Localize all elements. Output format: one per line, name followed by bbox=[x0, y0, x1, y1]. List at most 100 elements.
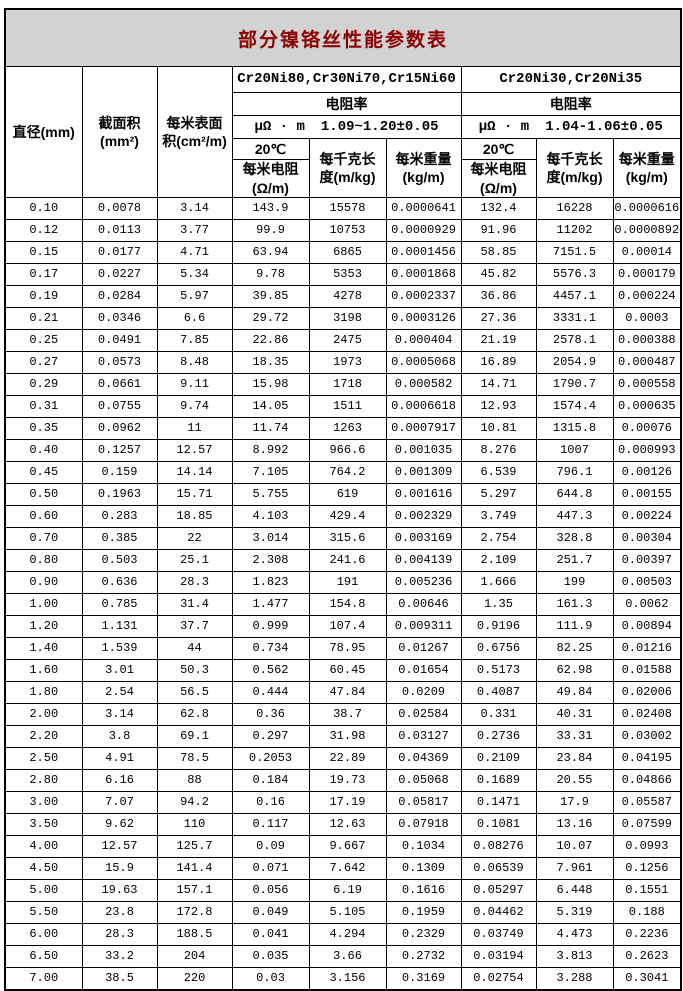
cell-g1-length: 38.7 bbox=[308, 703, 387, 726]
cell-g1-resistance: 0.36 bbox=[231, 703, 310, 726]
cell-cross-section: 0.0755 bbox=[81, 395, 158, 418]
cell-cross-section: 33.2 bbox=[81, 945, 158, 968]
cell-diameter: 1.60 bbox=[4, 659, 83, 682]
col-header-diameter: 直径(mm) bbox=[4, 66, 83, 198]
cell-g1-resistance: 4.103 bbox=[231, 505, 310, 528]
cell-g2-length: 2054.9 bbox=[535, 351, 614, 374]
cell-cross-section: 4.91 bbox=[81, 747, 158, 770]
table-row: 0.12 0.0113 3.77 99.9 10753 0.0000929 91.96 112… bbox=[4, 219, 682, 242]
cell-surface-area: 220 bbox=[156, 967, 233, 991]
cell-diameter: 0.50 bbox=[4, 483, 83, 506]
cell-g2-resistance: 91.96 bbox=[460, 219, 537, 242]
cell-g2-resistance: 0.02754 bbox=[460, 967, 537, 991]
header-row-groups: 直径(mm) 截面积 (mm²) 每米表面 积(cm²/m) Cr20Ni80,… bbox=[4, 66, 682, 198]
cell-g1-length: 6865 bbox=[308, 241, 387, 264]
cell-diameter: 7.00 bbox=[4, 967, 83, 991]
cell-diameter: 1.20 bbox=[4, 615, 83, 638]
cell-diameter: 0.70 bbox=[4, 527, 83, 550]
cell-cross-section: 1.539 bbox=[81, 637, 158, 660]
cell-g2-weight: 0.000224 bbox=[612, 285, 682, 308]
cell-g2-length: 3.288 bbox=[535, 967, 614, 991]
cell-cross-section: 12.57 bbox=[81, 835, 158, 858]
cell-g1-length: 191 bbox=[308, 571, 387, 594]
cell-g2-weight: 0.00503 bbox=[612, 571, 682, 594]
cell-g2-resistance: 0.2109 bbox=[460, 747, 537, 770]
cell-g1-resistance: 0.297 bbox=[231, 725, 310, 748]
cell-g2-resistance: 0.1081 bbox=[460, 813, 537, 836]
cell-g1-resistance: 63.94 bbox=[231, 241, 310, 264]
cell-g1-weight: 0.0003126 bbox=[385, 307, 462, 330]
cell-g2-weight: 0.02408 bbox=[612, 703, 682, 726]
cell-cross-section: 0.0661 bbox=[81, 373, 158, 396]
cell-g1-length: 4278 bbox=[308, 285, 387, 308]
cell-g2-resistance: 3.749 bbox=[460, 505, 537, 528]
cell-g2-weight: 0.00304 bbox=[612, 527, 682, 550]
cell-g1-length: 5353 bbox=[308, 263, 387, 286]
cell-g1-resistance: 3.014 bbox=[231, 527, 310, 550]
cell-g2-resistance: 6.539 bbox=[460, 461, 537, 484]
table-row: 2.50 4.91 78.5 0.2053 22.89 0.04369 0.2109 23.8… bbox=[4, 747, 682, 770]
cell-cross-section: 0.0284 bbox=[81, 285, 158, 308]
table-row: 0.31 0.0755 9.74 14.05 1511 0.0006618 12.93 157… bbox=[4, 395, 682, 418]
cell-g1-weight: 0.05817 bbox=[385, 791, 462, 814]
cell-surface-area: 9.74 bbox=[156, 395, 233, 418]
cell-g1-length: 47.84 bbox=[308, 681, 387, 704]
cell-g2-weight: 0.00014 bbox=[612, 241, 682, 264]
cell-g1-resistance: 7.105 bbox=[231, 461, 310, 484]
cell-g1-weight: 0.1034 bbox=[385, 835, 462, 858]
cell-surface-area: 8.48 bbox=[156, 351, 233, 374]
cell-g1-length: 107.4 bbox=[308, 615, 387, 638]
cell-surface-area: 188.5 bbox=[156, 923, 233, 946]
cell-g2-resistance: 58.85 bbox=[460, 241, 537, 264]
cell-g1-length: 12.63 bbox=[308, 813, 387, 836]
cell-g2-length: 161.3 bbox=[535, 593, 614, 616]
cell-surface-area: 3.14 bbox=[156, 197, 233, 220]
cell-g2-length: 16228 bbox=[535, 197, 614, 220]
cell-surface-area: 6.6 bbox=[156, 307, 233, 330]
cell-g2-length: 251.7 bbox=[535, 549, 614, 572]
cell-diameter: 5.00 bbox=[4, 879, 83, 902]
cell-g2-resistance: 0.05297 bbox=[460, 879, 537, 902]
cell-g1-length: 1973 bbox=[308, 351, 387, 374]
cell-g1-weight: 0.001616 bbox=[385, 483, 462, 506]
cell-g1-resistance: 0.03 bbox=[231, 967, 310, 991]
group2-weight-header: 每米重量 (kg/m) bbox=[612, 138, 682, 198]
cell-surface-area: 88 bbox=[156, 769, 233, 792]
cell-g2-length: 62.98 bbox=[535, 659, 614, 682]
cell-surface-area: 157.1 bbox=[156, 879, 233, 902]
group1-weight-header: 每米重量 (kg/m) bbox=[385, 138, 462, 198]
cell-surface-area: 31.4 bbox=[156, 593, 233, 616]
table-row: 0.27 0.0573 8.48 18.35 1973 0.0005068 16.89 205… bbox=[4, 351, 682, 374]
cell-surface-area: 18.85 bbox=[156, 505, 233, 528]
cell-g1-resistance: 0.444 bbox=[231, 681, 310, 704]
group2-resistivity-label: 电阻率 bbox=[460, 92, 682, 116]
cell-g2-length: 5576.3 bbox=[535, 263, 614, 286]
cell-g1-weight: 0.00646 bbox=[385, 593, 462, 616]
cell-diameter: 1.80 bbox=[4, 681, 83, 704]
cell-cross-section: 6.16 bbox=[81, 769, 158, 792]
table-row: 0.40 0.1257 12.57 8.992 966.6 0.001035 8.276 10… bbox=[4, 439, 682, 462]
cell-cross-section: 3.01 bbox=[81, 659, 158, 682]
cell-g1-resistance: 9.78 bbox=[231, 263, 310, 286]
group1-unit-label: μΩ · m bbox=[254, 119, 305, 135]
cell-g2-weight: 0.01216 bbox=[612, 637, 682, 660]
cell-g1-weight: 0.000404 bbox=[385, 329, 462, 352]
cell-g1-length: 966.6 bbox=[308, 439, 387, 462]
cell-g2-resistance: 45.82 bbox=[460, 263, 537, 286]
cell-g2-resistance: 0.2736 bbox=[460, 725, 537, 748]
header-row-temp: 20℃ 每千克长 度(m/kg) 每米重量 (kg/m) 20℃ 每千克长 度(… bbox=[5, 138, 682, 198]
cell-g2-weight: 0.0003 bbox=[612, 307, 682, 330]
cell-diameter: 6.00 bbox=[4, 923, 83, 946]
cell-g1-resistance: 0.184 bbox=[231, 769, 310, 792]
cell-g2-length: 7151.5 bbox=[535, 241, 614, 264]
cell-g2-length: 644.8 bbox=[535, 483, 614, 506]
cell-cross-section: 0.1963 bbox=[81, 483, 158, 506]
cell-g2-weight: 0.00894 bbox=[612, 615, 682, 638]
cell-g1-weight: 0.1959 bbox=[385, 901, 462, 924]
cell-g1-length: 4.294 bbox=[308, 923, 387, 946]
cell-g2-weight: 0.2623 bbox=[612, 945, 682, 968]
cell-g1-weight: 0.3169 bbox=[385, 967, 462, 991]
cell-surface-area: 11 bbox=[156, 417, 233, 440]
cell-surface-area: 7.85 bbox=[156, 329, 233, 352]
cell-g2-resistance: 0.03749 bbox=[460, 923, 537, 946]
